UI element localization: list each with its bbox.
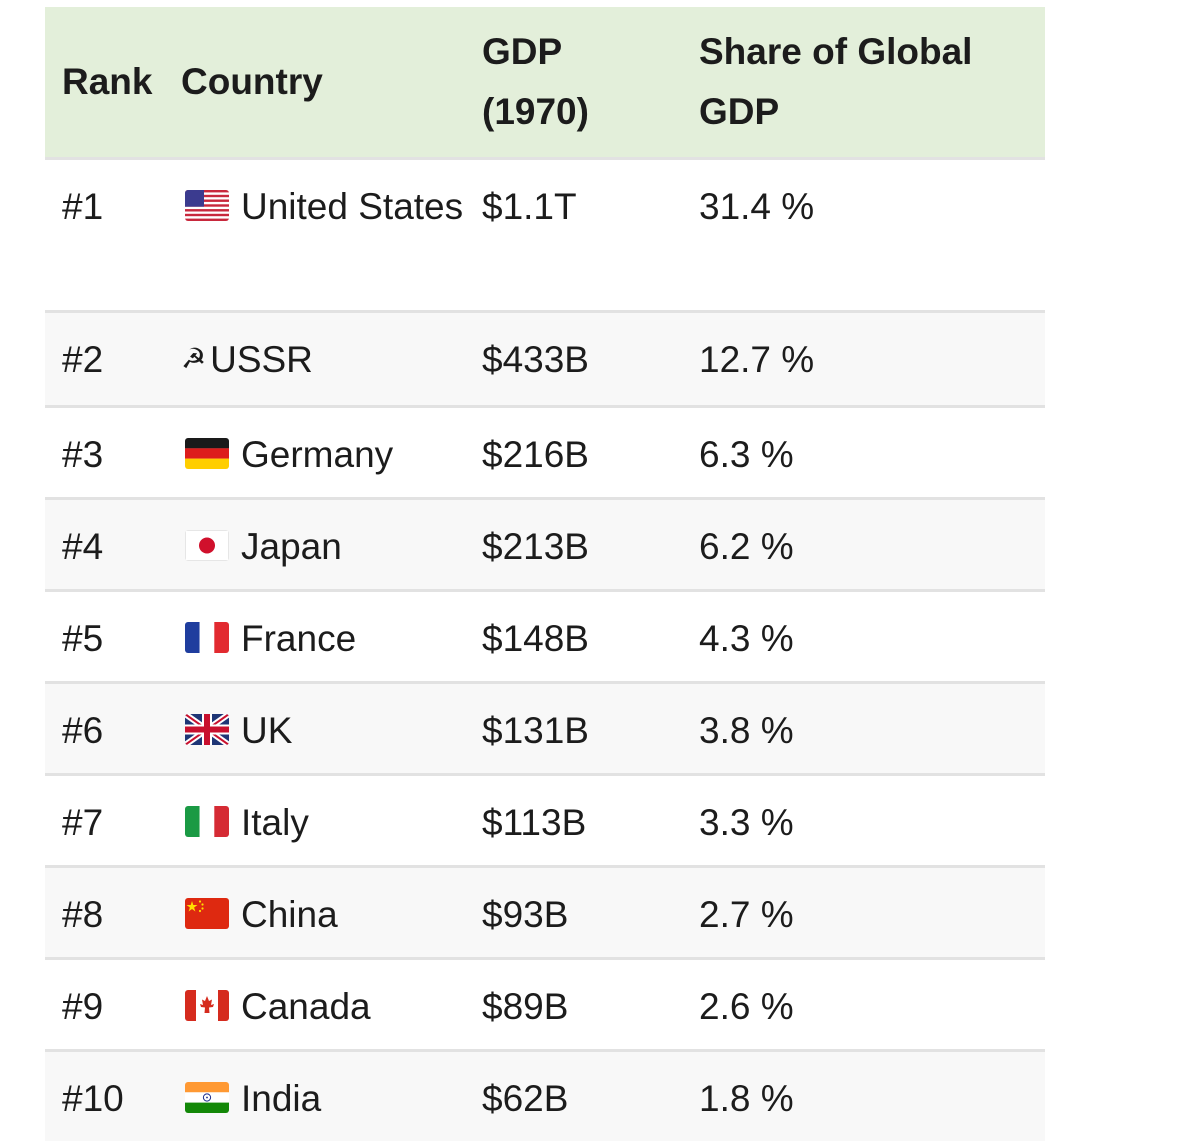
table-body: #1 United	[45, 158, 1045, 1141]
country-name: Canada	[241, 985, 371, 1027]
header-share-line2: GDP	[699, 91, 780, 132]
header-share[interactable]: Share of Global GDP	[682, 7, 1045, 160]
germany-flag-icon	[185, 437, 229, 469]
hammer-sickle-icon: ☭	[181, 342, 207, 374]
country-name: Italy	[241, 801, 309, 843]
china-flag-icon	[185, 897, 229, 929]
share-cell: 6.3 %	[682, 406, 1045, 500]
share-cell: 6.2 %	[682, 498, 1045, 592]
country-name: China	[241, 893, 338, 935]
table-row: #10 India $62B 1.8 %	[45, 1050, 1045, 1141]
gdp-cell: $93B	[465, 866, 682, 960]
table-row: #8 China $93B 2.7 %	[45, 866, 1045, 960]
table-row: #4 Japan $213B 6.2 %	[45, 498, 1045, 592]
country-cell: ☭ USSR	[165, 311, 465, 408]
canada-flag-icon	[185, 989, 229, 1021]
gdp-cell: $433B	[465, 311, 682, 408]
rank-cell: #10	[45, 1050, 165, 1141]
country-cell: Japan	[165, 498, 465, 592]
header-gdp[interactable]: GDP (1970)	[465, 7, 682, 160]
italy-flag-icon	[185, 805, 229, 837]
rank-cell: #3	[45, 406, 165, 500]
country-name: UK	[241, 709, 293, 751]
india-flag-icon	[185, 1081, 229, 1113]
share-cell: 1.8 %	[682, 1050, 1045, 1141]
country-name: Germany	[241, 433, 394, 475]
country-cell: Italy	[165, 774, 465, 868]
share-cell: 3.8 %	[682, 682, 1045, 776]
country-name: France	[241, 617, 357, 659]
country-name: Japan	[241, 525, 342, 567]
gdp-cell: $213B	[465, 498, 682, 592]
gdp-cell: $62B	[465, 1050, 682, 1141]
gdp-cell: $113B	[465, 774, 682, 868]
gdp-ranking-table: Rank Country GDP (1970) Share of Global …	[45, 7, 1045, 1141]
us-flag-icon	[185, 190, 229, 222]
share-cell: 4.3 %	[682, 590, 1045, 684]
gdp-cell: $148B	[465, 590, 682, 684]
gdp-table-container: Rank Country GDP (1970) Share of Global …	[45, 7, 1045, 1141]
country-cell: China	[165, 866, 465, 960]
share-cell: 3.3 %	[682, 774, 1045, 868]
gdp-cell: $89B	[465, 958, 682, 1052]
country-cell: India	[165, 1050, 465, 1141]
rank-cell: #8	[45, 866, 165, 960]
header-country[interactable]: Country	[165, 7, 465, 160]
share-cell: 2.6 %	[682, 958, 1045, 1052]
country-cell: United States	[165, 158, 465, 313]
header-gdp-line2: (1970)	[482, 91, 589, 132]
header-rank[interactable]: Rank	[45, 7, 165, 160]
table-row: #2 ☭ USSR $433B 12.7 %	[45, 311, 1045, 408]
country-cell: France	[165, 590, 465, 684]
gdp-cell: $216B	[465, 406, 682, 500]
table-row: #6 UK	[45, 682, 1045, 776]
country-name: United States	[241, 186, 464, 227]
country-cell: UK	[165, 682, 465, 776]
rank-cell: #7	[45, 774, 165, 868]
table-row: #7 Italy $113B 3.3 %	[45, 774, 1045, 868]
rank-cell: #1	[45, 158, 165, 313]
france-flag-icon	[185, 621, 229, 653]
rank-cell: #9	[45, 958, 165, 1052]
gdp-cell: $131B	[465, 682, 682, 776]
rank-cell: #6	[45, 682, 165, 776]
country-name: India	[241, 1077, 322, 1119]
country-name: USSR	[210, 339, 313, 380]
country-cell: Canada	[165, 958, 465, 1052]
rank-cell: #5	[45, 590, 165, 684]
table-row: #9 Canada $89B 2.6 %	[45, 958, 1045, 1052]
rank-cell: #2	[45, 311, 165, 408]
table-row: #5 France $148B 4.3 %	[45, 590, 1045, 684]
share-cell: 2.7 %	[682, 866, 1045, 960]
table-row: #3 Germany $216B 6.3 %	[45, 406, 1045, 500]
share-cell: 31.4 %	[682, 158, 1045, 313]
country-cell: Germany	[165, 406, 465, 500]
gdp-cell: $1.1T	[465, 158, 682, 313]
header-gdp-line1: GDP	[482, 31, 563, 72]
header-share-line1: Share of Global	[699, 31, 973, 72]
rank-cell: #4	[45, 498, 165, 592]
japan-flag-icon	[185, 529, 229, 561]
share-cell: 12.7 %	[682, 311, 1045, 408]
uk-flag-icon	[185, 713, 229, 745]
table-header: Rank Country GDP (1970) Share of Global …	[45, 7, 1045, 160]
table-row: #1 United	[45, 158, 1045, 313]
